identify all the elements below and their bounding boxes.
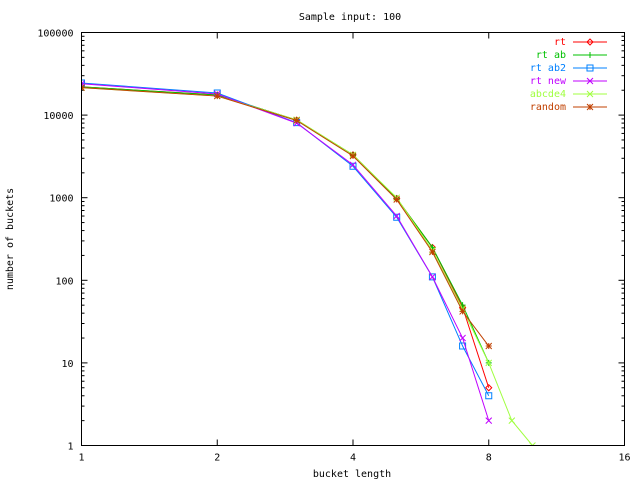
data-point-rt-ab2	[485, 392, 493, 400]
legend-marker-rt-new	[586, 77, 594, 85]
series-random	[81, 84, 493, 350]
legend-marker-rt	[586, 38, 594, 46]
y-tick-label: 10	[61, 359, 73, 370]
data-point-rt	[485, 384, 493, 392]
data-point-random	[459, 308, 466, 315]
series-line-random	[81, 87, 490, 347]
data-point-abcde4	[529, 442, 536, 446]
legend-label-rt-new: rt new	[530, 76, 567, 87]
x-tick-label: 2	[214, 453, 220, 464]
legend-label-rt: rt	[554, 37, 566, 48]
y-tick-label: 1000	[49, 194, 73, 205]
y-tick-label: 10000	[43, 111, 73, 122]
series-line-rt-ab2	[81, 82, 490, 397]
data-point-rt-ab2	[81, 79, 85, 87]
data-point-random	[429, 248, 436, 256]
legend-marker-abcde4	[586, 90, 594, 98]
y-tick-label: 100	[55, 276, 73, 287]
data-point-random	[349, 152, 357, 160]
x-tick-label: 8	[486, 453, 492, 464]
x-axis-label: bucket length	[313, 469, 391, 480]
data-point-rt-new	[349, 161, 357, 169]
chart-title: Sample input: 100	[299, 12, 401, 23]
y-axis-label: number of buckets	[5, 188, 16, 290]
data-point-rt-new	[393, 212, 401, 220]
series-line-rt-new	[81, 83, 490, 421]
plot-frame	[81, 32, 625, 446]
data-point-random	[485, 342, 493, 350]
data-point-random	[393, 196, 401, 203]
data-point-rt-new	[429, 273, 436, 281]
data-point-abcde4	[485, 359, 493, 367]
x-tick-label: 1	[78, 453, 84, 464]
y-tick-label: 100000	[37, 29, 73, 40]
legend: rt rt ab rt ab2 rt new abcde4 random	[530, 37, 607, 113]
legend-marker-rt-ab	[587, 52, 593, 58]
data-point-abcde4	[508, 417, 516, 424]
data-point-rt-new	[485, 417, 493, 424]
x-tick-label: 16	[618, 453, 630, 464]
legend-label-rt-ab: rt ab	[536, 50, 566, 61]
data-point-rt-new	[459, 334, 466, 342]
legend-label-random: random	[530, 102, 566, 113]
legend-label-abcde4: abcde4	[530, 89, 566, 100]
data-point-rt-ab2	[428, 273, 436, 281]
series-layer	[81, 79, 536, 446]
data-point-random	[293, 117, 301, 124]
legend-label-rt-ab2: rt ab2	[530, 63, 566, 74]
legend-marker-random	[586, 103, 594, 111]
legend-marker-rt-ab2	[586, 64, 594, 72]
x-tick-label: 4	[350, 453, 356, 464]
data-point-random	[213, 92, 221, 100]
y-tick-label: 1	[67, 442, 73, 453]
data-point-rt-ab	[81, 83, 85, 90]
